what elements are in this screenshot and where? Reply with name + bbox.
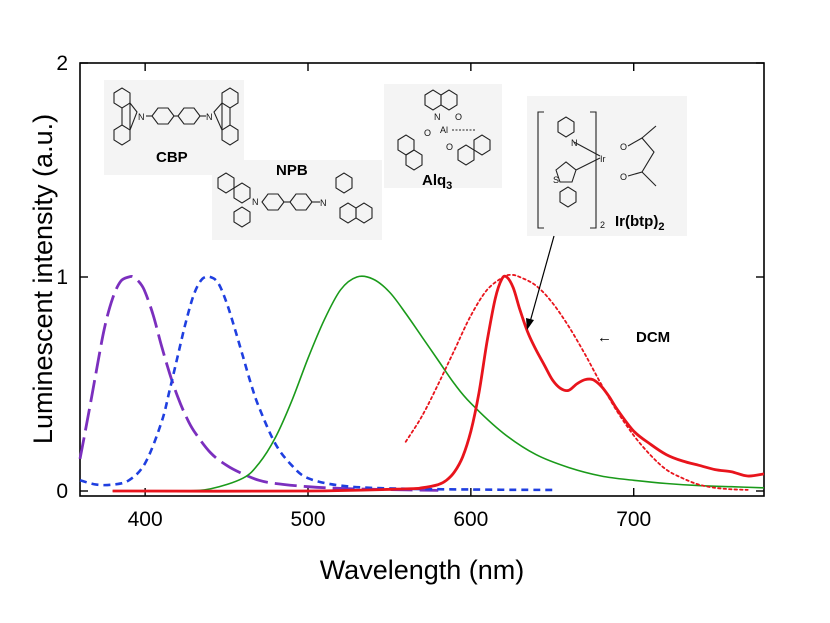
series-line-ir-btp-2 <box>112 274 765 493</box>
npb-label: NPB <box>276 162 308 179</box>
dcm-arrow: ← <box>597 329 612 346</box>
svg-text:O: O <box>424 128 431 138</box>
series-line-alq3 <box>112 275 765 492</box>
ir-btp-arrow <box>529 235 555 323</box>
cbp-label: CBP <box>156 149 188 166</box>
y-tick-label-2: 2 <box>56 52 68 75</box>
series-line-npb <box>79 275 553 492</box>
series-line-cbp <box>78 274 439 492</box>
y-axis-ticks: 0 1 2 <box>56 52 764 503</box>
x-tick-label-600: 600 <box>453 508 488 531</box>
svg-text:Al: Al <box>440 125 448 135</box>
y-axis-title: Luminescent intensity (a.u.) <box>28 114 58 444</box>
svg-text:N: N <box>571 138 578 148</box>
y-tick-label-1: 1 <box>56 266 68 289</box>
x-tick-label-500: 500 <box>290 508 325 531</box>
alq3-label: Alq3 <box>422 172 452 192</box>
svg-text:N: N <box>320 198 327 208</box>
x-axis-title: Wavelength (nm) <box>320 555 525 585</box>
svg-text:N: N <box>252 197 259 207</box>
ir-btp-arrowhead <box>526 318 534 330</box>
svg-text:O: O <box>446 142 453 152</box>
series-line-dcm <box>404 273 749 491</box>
svg-text:S: S <box>553 175 559 185</box>
svg-text:N: N <box>434 112 441 122</box>
x-tick-label-400: 400 <box>128 508 163 531</box>
svg-text:O: O <box>455 112 462 122</box>
svg-text:O: O <box>620 172 627 182</box>
series-layer <box>78 273 765 493</box>
x-tick-label-700: 700 <box>616 508 651 531</box>
ir-btp-structure-image: N S Ir O O 2 Ir(btp)2 <box>527 96 687 236</box>
npb-structure-image: N N NPB <box>212 160 382 240</box>
cbp-structure-image: N N CBP <box>104 80 244 175</box>
plot-frame <box>79 62 765 497</box>
svg-text:2: 2 <box>600 220 605 230</box>
y-tick-label-0: 0 <box>56 480 68 503</box>
alq3-structure-image: N O Al O O Alq3 <box>384 84 502 192</box>
svg-text:O: O <box>620 142 627 152</box>
ir-btp-label: Ir(btp)2 <box>615 213 664 233</box>
dcm-label: DCM <box>636 329 670 346</box>
svg-text:N: N <box>138 112 145 122</box>
svg-text:N: N <box>206 112 213 122</box>
x-axis-ticks: 400 500 600 700 <box>128 63 651 531</box>
svg-text:Ir: Ir <box>600 154 606 164</box>
